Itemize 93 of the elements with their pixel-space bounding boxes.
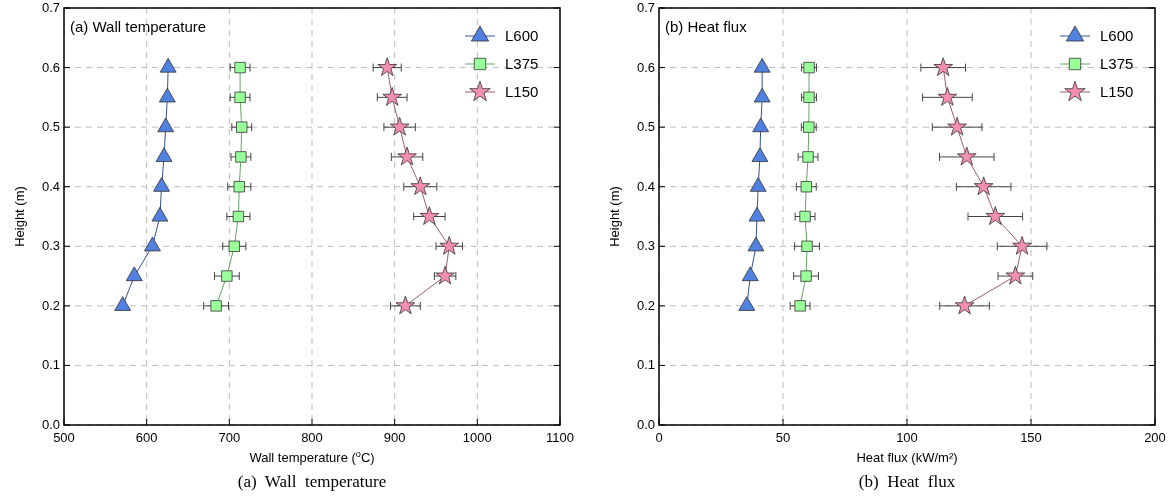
point [234,91,246,103]
point [753,87,771,103]
point [210,300,222,312]
legend-label: L375 [1100,55,1134,72]
y-tick-label: 0.7 [636,0,655,15]
text: (b) Heat flux [665,18,748,35]
point [395,295,416,315]
y-axis-title: Height (m) [607,186,622,247]
y-tick-label: 0.0 [636,417,655,432]
point [435,265,455,285]
point [741,266,759,282]
point [1012,235,1032,255]
x-tick-label: 1100 [546,430,574,445]
y-tick-label: 0.4 [41,178,60,194]
point [233,181,245,193]
text: (a) Wall temperature [70,18,207,35]
point [158,87,176,103]
point [382,87,402,106]
x-tick-label: 900 [383,430,406,445]
x-axis-title: Wall temperature ($^{o}$C) [249,449,375,465]
point [947,116,967,136]
legend-label: L375 [505,55,539,72]
point [801,240,813,252]
point [157,117,175,133]
y-axis-title: Height (m) [12,186,27,247]
point [937,87,958,106]
point [159,57,177,73]
point [1005,265,1026,285]
point [153,177,170,192]
x-tick-label: 200 [1144,430,1166,445]
point [956,146,977,166]
x-tick-label: 100 [896,430,918,445]
point [933,57,954,76]
y-tick-label: 0.2 [636,297,655,313]
y-tick-label: 0.6 [41,59,60,75]
x-tick-label: 700 [218,430,241,445]
point [234,61,246,74]
point [747,236,765,252]
y-tick-label: 0.3 [636,238,655,254]
point [419,206,440,225]
y-tick-label: 0.6 [636,59,655,75]
point [228,240,240,252]
point [389,116,410,136]
point [985,206,1006,225]
point [738,296,756,311]
y-tick-label: 0.4 [636,178,655,194]
point [235,151,247,163]
point [799,210,811,223]
point [802,151,814,163]
point [800,270,812,282]
point [973,176,994,196]
y-tick-label: 0.5 [636,119,655,135]
point [794,300,806,312]
x-tick-label: 800 [301,430,323,445]
point [151,206,169,222]
y-tick-label: 0.2 [41,297,60,313]
point [377,57,398,76]
x-tick-label: 150 [1020,430,1042,445]
point [397,146,417,166]
x-tick-label: 0 [655,430,663,445]
point [954,295,975,315]
point [749,177,767,192]
y-tick-label: 0.1 [41,357,60,373]
x-tick-label: 600 [135,430,158,445]
x-tick-label: 1000 [462,430,492,445]
y-tick-label: 0.3 [41,238,60,254]
text: (b) Heat flux [858,472,956,491]
point [752,117,770,133]
point [114,296,132,311]
point [232,210,245,223]
x-tick-label: 500 [53,430,75,445]
point [221,270,233,282]
point [439,235,460,255]
point [144,236,161,252]
y-tick-label: 0.1 [636,357,655,373]
point [155,147,173,162]
point [751,147,769,162]
point [800,181,812,193]
point [753,57,771,73]
point [410,176,431,196]
point [236,121,248,133]
legend-label: L600 [1100,27,1134,44]
y-tick-label: 0.5 [41,119,60,135]
x-tick-label: 50 [775,430,791,445]
point [125,266,143,282]
legend-label: L600 [505,27,539,44]
text: (a) Wall temperature [237,472,387,491]
point [748,206,766,222]
legend-label: L150 [505,83,539,100]
x-axis-title: Heat flux (kW/m²) [856,450,958,465]
y-tick-label: 0.7 [41,0,60,15]
legend-label: L150 [1100,83,1134,100]
y-tick-label: 0.0 [41,417,60,432]
